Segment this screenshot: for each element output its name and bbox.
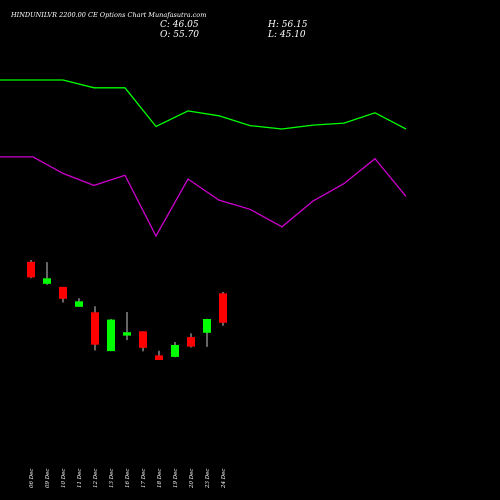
x-axis-date-label: 24 Dec [221, 469, 227, 490]
candle-down [139, 331, 147, 348]
close-value: C: 46.05 [160, 20, 199, 30]
candle-up [75, 301, 83, 307]
open-value: O: 55.70 [160, 30, 200, 40]
candle-down [219, 293, 227, 323]
candle-down [187, 337, 195, 347]
x-axis-date-label: 12 Dec [93, 469, 99, 489]
x-axis-date-label: 06 Dec [29, 469, 35, 489]
x-axis-date-label: 13 Dec [109, 469, 115, 489]
x-axis-date-label: 20 Dec [189, 469, 195, 490]
chart-title: HINDUNILVR 2200.00 CE Options Chart Muna… [11, 11, 207, 19]
magenta-indicator-line [0, 156, 407, 238]
x-axis-date-label: 23 Dec [205, 469, 211, 490]
candle-down [91, 312, 99, 345]
x-axis-date-label: 10 Dec [61, 469, 67, 489]
candle-up [171, 345, 179, 357]
candle-up [43, 278, 51, 284]
x-axis-date-label: 11 Dec [77, 469, 83, 489]
candle-down [27, 261, 35, 278]
low-value: L: 45.10 [268, 30, 306, 40]
x-axis-date-label: 17 Dec [141, 469, 147, 489]
candle-down [59, 286, 67, 299]
x-axis-date-label: 16 Dec [125, 469, 131, 489]
candle-up [203, 319, 211, 333]
x-axis-date-label: 19 Dec [173, 469, 179, 489]
x-axis-date-label: 18 Dec [157, 469, 163, 489]
candle-down [155, 355, 163, 360]
candle-up [123, 332, 131, 336]
x-axis-date-label: 09 Dec [45, 469, 51, 489]
high-value: H: 56.15 [268, 20, 308, 30]
green-indicator-line [0, 79, 407, 130]
candle-up [107, 319, 115, 352]
